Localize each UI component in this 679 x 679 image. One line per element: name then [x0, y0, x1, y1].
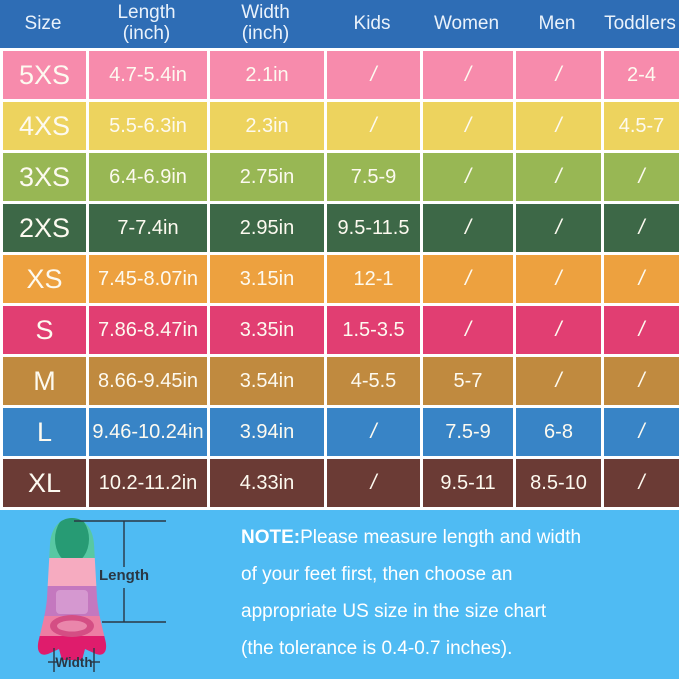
value-cell: 7-7.4in	[89, 204, 207, 252]
column-header: Kids	[353, 12, 391, 34]
table-row: M 8.66-9.45in 3.54in 4-5.5 5-7//	[0, 357, 679, 405]
value-cell: 2.3in	[210, 102, 324, 150]
value-cell: /	[327, 408, 420, 456]
column-header: Women	[433, 12, 500, 34]
size-cell: 4XS	[3, 102, 86, 150]
value-cell: /	[604, 306, 679, 354]
value-cell: /	[604, 204, 679, 252]
value-cell: /	[327, 102, 420, 150]
size-cell: S	[3, 306, 86, 354]
size-cell: 5XS	[3, 51, 86, 99]
size-cell: M	[3, 357, 86, 405]
table-row: 2XS 7-7.4in 2.95in 9.5-11.5// /	[0, 204, 679, 252]
value-cell: /	[516, 306, 601, 354]
value-cell: /	[327, 51, 420, 99]
value-cell: /	[516, 357, 601, 405]
column-header: Size	[24, 12, 62, 34]
column-header: Toddlers	[604, 12, 676, 34]
value-cell: /	[604, 357, 679, 405]
value-cell: 4.33in	[210, 459, 324, 507]
dimension-lines	[48, 520, 166, 672]
size-cell: XS	[3, 255, 86, 303]
table-row: S 7.86-8.47in 3.35in 1.5-3.5// /	[0, 306, 679, 354]
value-cell: /	[516, 204, 601, 252]
value-cell: 1.5-3.5	[327, 306, 420, 354]
table-row: 3XS 6.4-6.9in 2.75in 7.5-9// /	[0, 153, 679, 201]
value-cell: /	[423, 306, 513, 354]
table-body: 5XS 4.7-5.4in 2.1in / //2-4 4XS 5.5-6.3in 2.3in…	[0, 51, 679, 507]
table-row: L 9.46-10.24in 3.94in/7.5-9 6-8/	[0, 408, 679, 456]
value-cell: 9.5-11.5	[327, 204, 420, 252]
value-cell: 5-7	[423, 357, 513, 405]
value-cell: /	[516, 51, 601, 99]
size-cell: XL	[3, 459, 86, 507]
value-cell: 7.86-8.47in	[89, 306, 207, 354]
value-cell: 9.5-11	[423, 459, 513, 507]
column-header: Length (inch)	[117, 2, 176, 44]
value-cell: 2.1in	[210, 51, 324, 99]
value-cell: /	[423, 51, 513, 99]
value-cell: 4.5-7	[604, 102, 679, 150]
value-cell: 2.95in	[210, 204, 324, 252]
value-cell: 6.4-6.9in	[89, 153, 207, 201]
fin-illustration: Length Width	[0, 510, 235, 679]
note-label: NOTE:	[241, 527, 301, 548]
swim-fin-icon: Length Width	[37, 518, 166, 672]
value-cell: /	[516, 102, 601, 150]
value-cell: /	[604, 255, 679, 303]
note: NOTE:Please measure length and width of …	[235, 510, 679, 667]
value-cell: 3.35in	[210, 306, 324, 354]
column-header: Width (inch)	[241, 2, 290, 44]
value-cell: 7.5-9	[423, 408, 513, 456]
value-cell: 2-4	[604, 51, 679, 99]
value-cell: 10.2-11.2in	[89, 459, 207, 507]
size-table: Size Length (inch) Width (inch) Kids Women Me…	[0, 0, 679, 510]
value-cell: 12-1	[327, 255, 420, 303]
value-cell: 7.5-9	[327, 153, 420, 201]
value-cell: 7.45-8.07in	[89, 255, 207, 303]
size-cell: 2XS	[3, 204, 86, 252]
value-cell: /	[327, 459, 420, 507]
value-cell: /	[604, 408, 679, 456]
value-cell: /	[423, 153, 513, 201]
value-cell: /	[516, 153, 601, 201]
value-cell: 5.5-6.3in	[89, 102, 207, 150]
column-header: Men	[538, 12, 576, 34]
table-row: 5XS 4.7-5.4in 2.1in / //2-4	[0, 51, 679, 99]
value-cell: 8.5-10	[516, 459, 601, 507]
table-header: Size Length (inch) Width (inch) Kids Women Me…	[0, 0, 679, 48]
value-cell: 2.75in	[210, 153, 324, 201]
table-row: XL 10.2-11.2in 4.33in/9.5-11 8.5-10/	[0, 459, 679, 507]
size-cell: 3XS	[3, 153, 86, 201]
value-cell: 3.54in	[210, 357, 324, 405]
value-cell: /	[423, 255, 513, 303]
value-cell: 4-5.5	[327, 357, 420, 405]
bottom-section: Length Width NOTE:Please measure length …	[0, 510, 679, 679]
value-cell: 3.94in	[210, 408, 324, 456]
table-row: 4XS 5.5-6.3in 2.3in / //4.5-7	[0, 102, 679, 150]
note-text: Please measure length and width of your …	[241, 527, 582, 659]
value-cell: 9.46-10.24in	[89, 408, 207, 456]
value-cell: 6-8	[516, 408, 601, 456]
size-cell: L	[3, 408, 86, 456]
length-dimension-label: Length	[99, 567, 149, 584]
value-cell: /	[604, 153, 679, 201]
width-dimension-label: Width	[55, 655, 92, 670]
value-cell: 3.15in	[210, 255, 324, 303]
table-row: XS 7.45-8.07in 3.15in 12-1// /	[0, 255, 679, 303]
value-cell: 8.66-9.45in	[89, 357, 207, 405]
value-cell: 4.7-5.4in	[89, 51, 207, 99]
value-cell: /	[423, 204, 513, 252]
value-cell: /	[423, 102, 513, 150]
value-cell: /	[604, 459, 679, 507]
value-cell: /	[516, 255, 601, 303]
